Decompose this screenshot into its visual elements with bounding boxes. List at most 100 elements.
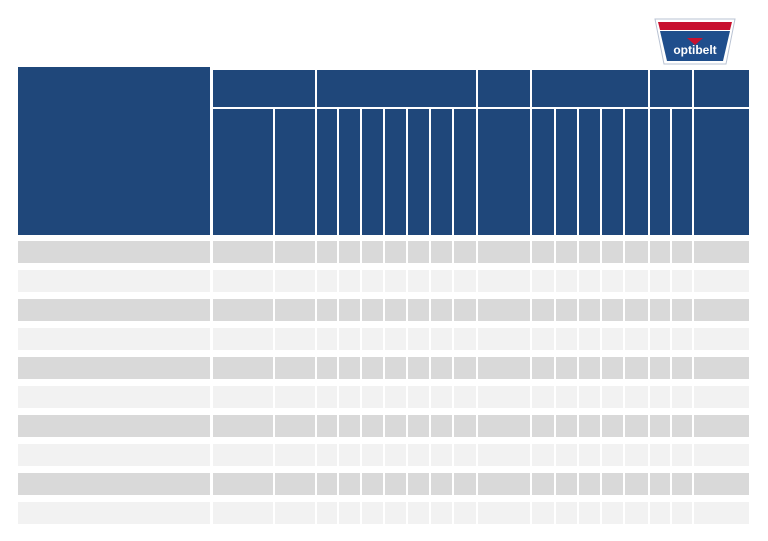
table-cell — [625, 241, 648, 263]
table-cell — [650, 299, 670, 321]
table-cell — [18, 328, 210, 350]
table-cell — [478, 473, 530, 495]
table-cell — [625, 415, 648, 437]
table-cell — [556, 270, 577, 292]
table-cell — [362, 270, 383, 292]
header-cell — [694, 109, 749, 235]
table-cell — [672, 444, 692, 466]
table-cell — [694, 473, 749, 495]
table-cell — [694, 241, 749, 263]
table-cell — [625, 357, 648, 379]
table-cell — [275, 328, 315, 350]
table-cell — [478, 502, 530, 524]
table-cell — [339, 299, 360, 321]
table-cell — [579, 473, 600, 495]
table-cell — [362, 241, 383, 263]
table-cell — [454, 473, 476, 495]
table-cell — [339, 502, 360, 524]
table-cell — [532, 357, 554, 379]
table-cell — [339, 241, 360, 263]
header-cell — [339, 109, 360, 235]
table-cell — [362, 473, 383, 495]
table-cell — [672, 502, 692, 524]
header-cell — [213, 109, 273, 235]
table-cell — [602, 473, 623, 495]
table-cell — [339, 270, 360, 292]
header-cell — [408, 109, 429, 235]
table-cell — [478, 270, 530, 292]
table-cell — [602, 415, 623, 437]
table-cell — [385, 357, 406, 379]
header-cell — [431, 109, 452, 235]
table-cell — [275, 299, 315, 321]
table-cell — [454, 386, 476, 408]
table-cell — [532, 386, 554, 408]
header-cell — [556, 109, 577, 235]
table-cell — [213, 328, 273, 350]
table — [18, 67, 749, 524]
table-cell — [18, 386, 210, 408]
table-cell — [478, 328, 530, 350]
table-cell — [362, 328, 383, 350]
table-cell — [672, 386, 692, 408]
table-cell — [339, 473, 360, 495]
table-cell — [532, 502, 554, 524]
table-cell — [431, 415, 452, 437]
table-cell — [454, 444, 476, 466]
table-cell — [431, 328, 452, 350]
table-cell — [625, 502, 648, 524]
table-cell — [650, 357, 670, 379]
table-cell — [478, 241, 530, 263]
table-cell — [18, 241, 210, 263]
table-cell — [694, 444, 749, 466]
table-cell — [18, 502, 210, 524]
table-cell — [625, 444, 648, 466]
table-cell — [213, 357, 273, 379]
table-cell — [454, 357, 476, 379]
table-cell — [579, 386, 600, 408]
table-cell — [339, 415, 360, 437]
table-cell — [18, 270, 210, 292]
header-cell — [478, 70, 530, 107]
table-cell — [431, 386, 452, 408]
logo-mark — [687, 38, 703, 45]
table-cell — [532, 328, 554, 350]
table-cell — [317, 241, 337, 263]
table-cell — [650, 328, 670, 350]
table-cell — [213, 270, 273, 292]
table-cell — [602, 444, 623, 466]
table-cell — [672, 328, 692, 350]
table-cell — [408, 473, 429, 495]
header-cell — [602, 109, 623, 235]
table-cell — [213, 502, 273, 524]
table-cell — [275, 415, 315, 437]
table-cell — [18, 415, 210, 437]
table-cell — [18, 357, 210, 379]
logo-text: optibelt — [673, 43, 716, 57]
table-cell — [385, 473, 406, 495]
table-cell — [579, 299, 600, 321]
table-cell — [275, 502, 315, 524]
table-cell — [431, 270, 452, 292]
table-cell — [385, 328, 406, 350]
table-cell — [385, 270, 406, 292]
table-cell — [602, 270, 623, 292]
header-cell — [625, 109, 648, 235]
table-cell — [625, 270, 648, 292]
header-cell — [532, 70, 648, 107]
logo-body — [660, 31, 730, 61]
table-cell — [408, 299, 429, 321]
table-cell — [317, 415, 337, 437]
table-cell — [694, 502, 749, 524]
table-cell — [213, 444, 273, 466]
table-cell — [362, 415, 383, 437]
table-cell — [18, 444, 210, 466]
table-cell — [317, 299, 337, 321]
table-cell — [556, 386, 577, 408]
table-cell — [532, 473, 554, 495]
table-cell — [385, 386, 406, 408]
header-cell — [317, 70, 476, 107]
table-cell — [694, 328, 749, 350]
table-cell — [408, 386, 429, 408]
